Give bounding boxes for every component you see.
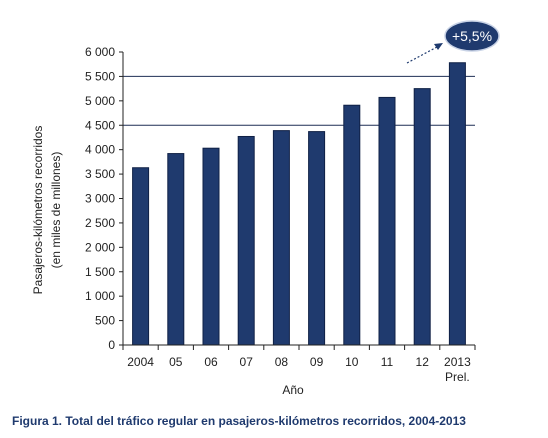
y-tick-label: 500 bbox=[95, 314, 115, 328]
y-axis-title-line-2: (en miles de millones) bbox=[49, 152, 63, 269]
bar-09 bbox=[308, 131, 326, 346]
growth-badge bbox=[444, 20, 500, 52]
x-tick-label: 2004 bbox=[127, 355, 154, 369]
bar-2013 bbox=[448, 62, 466, 346]
x-tick-label: 05 bbox=[169, 355, 183, 369]
x-tick-label: 10 bbox=[345, 355, 359, 369]
growth-annotation: +5,5% bbox=[406, 20, 500, 64]
bar-chart: 0 500 1 000 1 500 2 000 2 500 3 000 3 500 4 000 4… bbox=[31, 20, 500, 397]
x-tick-sublabel: Prel. bbox=[445, 370, 470, 384]
y-tick-label: 3 000 bbox=[85, 192, 115, 206]
y-tick-label: 0 bbox=[108, 338, 115, 352]
bar-11 bbox=[378, 96, 396, 346]
y-tick-label: 5 500 bbox=[85, 69, 115, 83]
y-tick-label: 2 000 bbox=[85, 240, 115, 254]
x-tick-label: 08 bbox=[275, 355, 289, 369]
y-tick-label: 3 500 bbox=[85, 167, 115, 181]
x-axis-title: Año bbox=[282, 383, 304, 397]
annotation-arrow bbox=[406, 46, 438, 64]
y-tick-label: 2 500 bbox=[85, 216, 115, 230]
x-tick-label: 12 bbox=[416, 355, 430, 369]
x-tick-label: 09 bbox=[310, 355, 324, 369]
bar-06 bbox=[202, 147, 220, 346]
bar-08 bbox=[272, 130, 290, 346]
axes bbox=[119, 51, 476, 350]
bar-07 bbox=[237, 135, 255, 346]
y-tick-labels: 0 500 1 000 1 500 2 000 2 500 3 000 3 500 4 000 4… bbox=[85, 45, 115, 352]
bar-10 bbox=[343, 104, 361, 346]
y-tick-label: 5 000 bbox=[85, 94, 115, 108]
y-tick-label: 1 000 bbox=[85, 289, 115, 303]
bar-12 bbox=[413, 88, 431, 346]
x-tick-label: 07 bbox=[240, 355, 254, 369]
growth-badge-label: +5,5% bbox=[452, 28, 492, 44]
y-axis-title-line-1: Pasajeros-kilómetros recorridos bbox=[31, 126, 45, 295]
bar-2004 bbox=[132, 167, 150, 346]
x-tick-label: 11 bbox=[381, 355, 394, 369]
bars bbox=[132, 62, 466, 346]
x-tick-label: 2013 bbox=[444, 355, 471, 369]
y-tick-label: 6 000 bbox=[85, 45, 115, 59]
bar-05 bbox=[167, 153, 185, 346]
x-tick-label: 06 bbox=[204, 355, 218, 369]
y-tick-label: 4 500 bbox=[85, 118, 115, 132]
y-tick-label: 4 000 bbox=[85, 143, 115, 157]
y-tick-label: 1 500 bbox=[85, 265, 115, 279]
arrow-head-icon bbox=[434, 43, 443, 50]
figure-caption: Figura 1. Total del tráfico regular en p… bbox=[12, 414, 466, 428]
